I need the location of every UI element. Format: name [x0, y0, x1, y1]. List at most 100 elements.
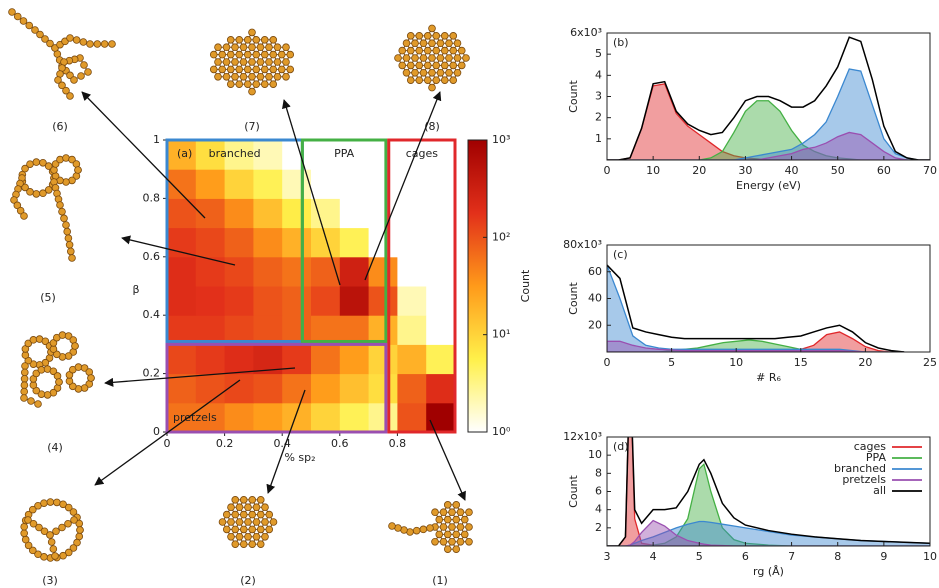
- bead: [20, 529, 28, 538]
- bead: [37, 366, 46, 374]
- bead: [402, 39, 411, 48]
- heatmap-cell: [282, 256, 312, 287]
- bead: [282, 72, 290, 81]
- bead: [20, 387, 29, 396]
- bead: [460, 530, 469, 539]
- x-tick-label: 40: [785, 164, 799, 177]
- series-area: [607, 339, 905, 352]
- bead: [70, 76, 78, 84]
- bead: [226, 65, 235, 74]
- heatmap-cell: [253, 315, 283, 345]
- heatmap-cell: [426, 140, 456, 170]
- y-tick-label: 10: [588, 448, 602, 461]
- bead: [419, 54, 428, 62]
- heatmap-cell: [311, 373, 341, 404]
- bead: [235, 65, 244, 74]
- y-tick-label: 8: [595, 466, 602, 479]
- bead: [412, 526, 421, 535]
- bead: [435, 515, 444, 524]
- bead: [273, 43, 282, 52]
- bead: [40, 499, 48, 507]
- structures: (1)(2)(3)(4)(5)(6) (7) (8): [8, 8, 473, 587]
- series-area: [607, 462, 930, 546]
- y-tick-label: 6: [595, 485, 602, 498]
- bead: [406, 46, 415, 55]
- bead: [415, 32, 424, 40]
- heatmap-cell: [167, 402, 197, 433]
- bead: [28, 505, 37, 514]
- bead: [26, 188, 34, 196]
- bead: [449, 32, 458, 40]
- x-tick-label: 3: [604, 550, 611, 563]
- x-tick-label: 10: [646, 164, 660, 177]
- bead: [16, 206, 25, 215]
- bead: [100, 40, 109, 48]
- bead: [248, 58, 256, 66]
- bead: [24, 516, 32, 524]
- panel-label: (a): [177, 147, 192, 160]
- bead: [65, 377, 74, 385]
- bead: [235, 80, 244, 88]
- bead: [51, 552, 59, 560]
- bead: [65, 241, 74, 249]
- bead: [64, 519, 72, 528]
- heatmap-cell: [426, 286, 456, 316]
- heatmap-cell: [339, 344, 370, 375]
- heatmap-cell: [167, 373, 197, 404]
- bead: [406, 32, 415, 40]
- bead: [248, 72, 256, 81]
- bead: [231, 496, 240, 504]
- panel-label: (d): [613, 440, 629, 453]
- bead: [443, 545, 452, 553]
- bead: [260, 65, 269, 74]
- series-area: [607, 131, 930, 160]
- plot-area: [607, 437, 930, 546]
- bead: [218, 50, 227, 59]
- bead: [222, 72, 231, 81]
- heatmap-cell: [397, 169, 427, 199]
- heatmap-cell: [253, 256, 283, 287]
- bead: [428, 24, 436, 33]
- x-tick-label: 60: [877, 164, 891, 177]
- heatmap-cell: [339, 373, 370, 404]
- arrow: [282, 99, 341, 286]
- bead: [456, 508, 465, 517]
- bead: [20, 212, 28, 220]
- bead: [445, 39, 453, 48]
- bead: [248, 525, 257, 534]
- bead: [46, 498, 55, 506]
- bead: [265, 72, 273, 81]
- bead: [67, 247, 75, 256]
- structure-label: (5): [40, 291, 56, 304]
- bead: [443, 530, 452, 539]
- bead: [252, 50, 261, 59]
- x-axis-label: # R₆: [756, 371, 781, 384]
- bead: [411, 68, 419, 77]
- bead: [13, 201, 22, 210]
- bead: [231, 540, 240, 548]
- bead: [440, 76, 449, 84]
- bead: [260, 80, 269, 88]
- bead: [456, 537, 465, 546]
- bead: [54, 76, 62, 84]
- arrow: [81, 91, 206, 219]
- bead: [53, 498, 61, 507]
- bead: [239, 58, 248, 66]
- bead: [269, 65, 278, 74]
- bead: [80, 364, 89, 372]
- bead: [411, 54, 419, 62]
- bead: [415, 46, 424, 55]
- bead: [235, 50, 244, 59]
- bead: [398, 46, 407, 55]
- y-tick-label: 4: [595, 68, 602, 81]
- bead: [226, 36, 235, 44]
- heatmap-cell: [339, 402, 370, 433]
- bead: [227, 518, 235, 526]
- heatmap-cell: [339, 286, 370, 316]
- bead: [440, 32, 449, 40]
- bead: [36, 30, 44, 39]
- bead: [10, 196, 18, 204]
- bead: [443, 501, 452, 509]
- x-axis-label: % sp₂: [284, 451, 315, 464]
- y-axis-label: Count: [567, 79, 580, 112]
